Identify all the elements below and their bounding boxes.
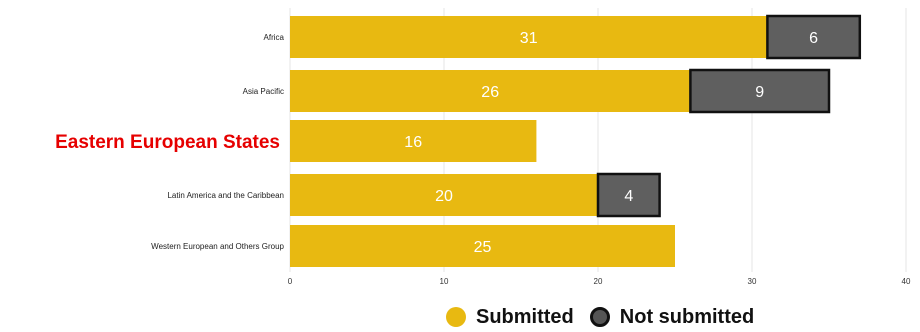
bar-value-label: 20 — [435, 188, 453, 205]
category-label-highlighted: Eastern European States — [55, 132, 280, 153]
category-labels: Africa Asia Pacific Eastern European State… — [55, 33, 284, 251]
bar-value-label: 25 — [474, 239, 492, 256]
bar-submitted — [290, 174, 598, 216]
legend: Submitted Not submitted — [446, 304, 770, 330]
bar-value-label: 9 — [755, 84, 764, 101]
bar-not-submitted — [766, 14, 862, 60]
x-tick-label: 20 — [594, 277, 603, 286]
legend-item-not-submitted: Not submitted — [589, 305, 755, 329]
category-label: Latin America and the Caribbean — [167, 191, 284, 200]
bar-not-submitted — [689, 68, 831, 114]
category-label: Asia Pacific — [243, 87, 284, 96]
bar-submitted — [290, 70, 691, 112]
legend-item-submitted: Submitted — [446, 306, 574, 329]
legend-swatch-submitted — [446, 307, 466, 327]
legend-swatch-not-submitted — [589, 307, 610, 327]
legend-label-submitted: Submitted — [476, 305, 574, 328]
x-tick-label: 30 — [748, 277, 757, 286]
x-tick-labels: 0 10 20 30 40 — [288, 277, 911, 286]
bar-submitted — [290, 120, 537, 162]
x-tick-label: 0 — [288, 277, 293, 286]
x-tick-label: 40 — [902, 277, 911, 286]
category-label: Western European and Others Group — [151, 242, 284, 251]
bar-value-label: 6 — [809, 30, 818, 47]
legend-label-not-submitted: Not submitted — [619, 305, 755, 328]
bar-submitted — [290, 16, 768, 58]
x-tick-label: 10 — [440, 277, 449, 286]
category-label: Africa — [264, 33, 285, 42]
bar-not-submitted — [596, 172, 661, 218]
bar-value-label: 16 — [404, 134, 422, 151]
stacked-bar-chart: 31 6 26 9 16 20 4 25 Africa Asia Pacific Eastern … — [55, 8, 911, 286]
bar-submitted — [290, 225, 675, 267]
bar-value-label: 4 — [624, 188, 633, 205]
bar-value-label: 31 — [520, 30, 538, 47]
bar-value-label: 26 — [481, 84, 499, 101]
bars: 31 6 26 9 16 20 4 25 — [290, 14, 862, 267]
